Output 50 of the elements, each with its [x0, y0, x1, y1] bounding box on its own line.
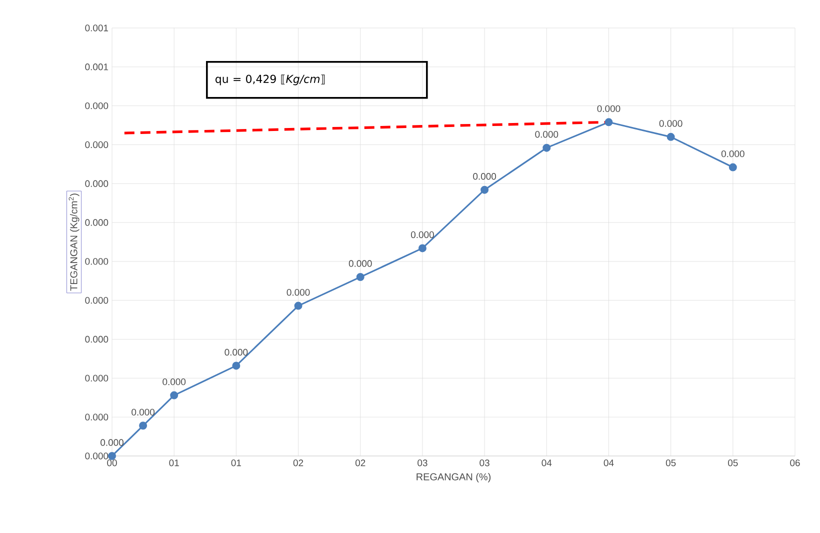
data-label: 0.000 [348, 260, 372, 267]
annotation: qu = 0,429 ⟦Kg/cm⟧ [216, 74, 325, 86]
x-tick-label: 03 [480, 460, 490, 466]
y-tick-label: 0.000 [85, 336, 108, 343]
x-axis-title: REGANGAN (%) [416, 473, 491, 482]
point [232, 362, 240, 370]
y-tick-label: 0.000 [85, 180, 108, 187]
x-tick-label: 05 [666, 460, 676, 466]
y-tick-label: 0.000 [85, 374, 108, 382]
point [170, 391, 178, 400]
x-tick-label: 06 [790, 460, 800, 466]
x-tick-label: 03 [418, 460, 428, 466]
data-label: 0.000 [410, 231, 434, 238]
point [480, 186, 489, 194]
y-tick-label: 0.000 [85, 452, 108, 460]
x-tick-label: 01 [231, 460, 241, 466]
point [356, 273, 364, 282]
x-tick-label: 02 [293, 460, 304, 466]
x-tick-label: 04 [542, 460, 552, 466]
y-tick-label: 0.000 [85, 296, 108, 304]
data-label: 0.000 [286, 288, 310, 296]
data-label: 0.000 [535, 131, 558, 138]
x-tick-label: 05 [728, 460, 738, 466]
data-label: 0.000 [100, 439, 124, 446]
y-tick-label: 0.000 [85, 219, 108, 226]
point [139, 422, 148, 430]
point [604, 118, 613, 126]
y-tick-label: 0.000 [85, 414, 108, 420]
y-tick-label: 0.000 [85, 102, 108, 110]
data-label: 0.000 [659, 120, 682, 127]
data-label: 0.000 [132, 408, 155, 416]
data-label: 0.000 [224, 348, 248, 356]
y-tick-label: 0.001 [85, 24, 108, 32]
y-tick-label: 0.001 [85, 64, 108, 70]
x-tick-label: 00 [107, 460, 117, 466]
x-tick-label: 02 [355, 460, 366, 466]
point [418, 244, 426, 252]
data-label: 0.000 [721, 150, 744, 158]
data-label: 0.000 [473, 173, 496, 180]
point [666, 132, 675, 141]
x-tick-label: 01 [169, 460, 179, 466]
y-axis-title: TEGANGAN (Kg/cm$^{2}$) [68, 194, 80, 291]
x-tick-label: 04 [604, 460, 614, 466]
point [728, 163, 737, 172]
point [542, 144, 551, 152]
y-tick-label: 0.000 [85, 141, 108, 148]
point [294, 302, 302, 310]
data-label: 0.000 [597, 105, 620, 112]
y-tick-label: 0.000 [85, 258, 108, 265]
data-label: 0.000 [162, 378, 186, 386]
